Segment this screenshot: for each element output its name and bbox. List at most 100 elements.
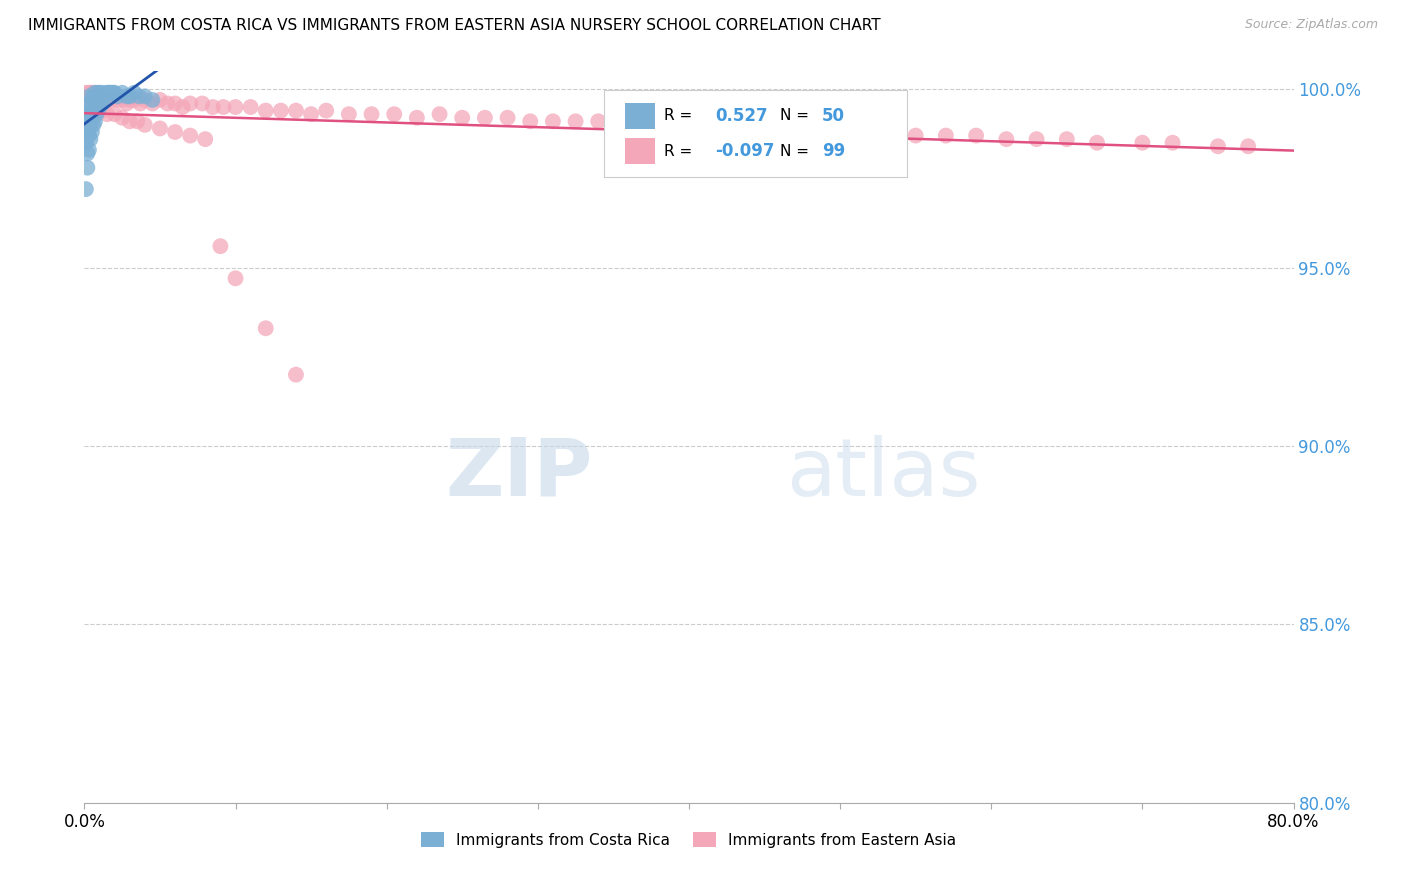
Point bbox=[115, 96, 138, 111]
Point bbox=[315, 103, 337, 118]
Point bbox=[1085, 136, 1108, 150]
Point bbox=[79, 89, 101, 103]
Text: atlas: atlas bbox=[786, 434, 980, 513]
Point bbox=[90, 93, 112, 107]
Point bbox=[129, 96, 152, 111]
Point bbox=[104, 86, 127, 100]
Point bbox=[76, 125, 98, 139]
Point bbox=[610, 118, 633, 132]
Point bbox=[77, 96, 100, 111]
Point bbox=[172, 100, 194, 114]
Text: R =: R = bbox=[664, 108, 692, 123]
Text: 99: 99 bbox=[823, 142, 845, 161]
Point bbox=[82, 103, 104, 118]
Point bbox=[89, 100, 111, 114]
Point bbox=[285, 368, 308, 382]
Point bbox=[270, 103, 292, 118]
Point bbox=[94, 89, 117, 103]
Point bbox=[76, 107, 98, 121]
Point bbox=[814, 125, 837, 139]
Point bbox=[122, 86, 145, 100]
Point bbox=[118, 93, 141, 107]
Point bbox=[360, 107, 382, 121]
Point bbox=[91, 96, 114, 111]
Point bbox=[194, 132, 217, 146]
Point bbox=[77, 143, 100, 157]
Point bbox=[77, 118, 100, 132]
Point bbox=[179, 128, 201, 143]
Point bbox=[127, 114, 149, 128]
Point bbox=[90, 89, 112, 103]
Point bbox=[80, 89, 103, 103]
Point bbox=[875, 125, 897, 139]
Point bbox=[165, 96, 187, 111]
Point bbox=[80, 100, 103, 114]
Text: Source: ZipAtlas.com: Source: ZipAtlas.com bbox=[1244, 18, 1378, 31]
Point bbox=[93, 93, 115, 107]
FancyBboxPatch shape bbox=[624, 103, 655, 129]
Point bbox=[254, 103, 277, 118]
Point bbox=[541, 114, 564, 128]
Text: IMMIGRANTS FROM COSTA RICA VS IMMIGRANTS FROM EASTERN ASIA NURSERY SCHOOL CORREL: IMMIGRANTS FROM COSTA RICA VS IMMIGRANTS… bbox=[28, 18, 880, 33]
Point bbox=[1025, 132, 1047, 146]
Point bbox=[91, 103, 114, 118]
Point bbox=[1206, 139, 1229, 153]
Point bbox=[80, 125, 103, 139]
Point bbox=[97, 86, 120, 100]
Point bbox=[633, 118, 655, 132]
Point bbox=[201, 100, 224, 114]
Point bbox=[406, 111, 429, 125]
Point bbox=[723, 121, 745, 136]
Point bbox=[678, 118, 700, 132]
Point bbox=[77, 103, 100, 118]
Point bbox=[111, 111, 134, 125]
Point bbox=[1161, 136, 1184, 150]
Point bbox=[107, 89, 129, 103]
Point bbox=[91, 93, 114, 107]
Point bbox=[86, 89, 108, 103]
Point bbox=[84, 100, 107, 114]
Legend: Immigrants from Costa Rica, Immigrants from Eastern Asia: Immigrants from Costa Rica, Immigrants f… bbox=[415, 825, 963, 854]
Point bbox=[80, 86, 103, 100]
Point bbox=[519, 114, 541, 128]
Text: R =: R = bbox=[664, 144, 692, 159]
Point bbox=[564, 114, 586, 128]
Point bbox=[87, 86, 110, 100]
Point bbox=[337, 107, 360, 121]
Point bbox=[80, 93, 103, 107]
Point bbox=[1056, 132, 1078, 146]
Point bbox=[76, 146, 98, 161]
Point bbox=[77, 86, 100, 100]
Point bbox=[84, 93, 107, 107]
Point bbox=[212, 100, 235, 114]
Point bbox=[96, 89, 118, 103]
Point bbox=[87, 89, 110, 103]
Point bbox=[100, 93, 122, 107]
Point bbox=[496, 111, 519, 125]
Point bbox=[98, 86, 121, 100]
Point bbox=[89, 86, 111, 100]
Point bbox=[141, 96, 163, 111]
Point bbox=[111, 86, 134, 100]
Point bbox=[700, 121, 723, 136]
Text: N =: N = bbox=[780, 144, 808, 159]
Point bbox=[89, 93, 111, 107]
Point bbox=[75, 118, 97, 132]
Point bbox=[285, 103, 308, 118]
Point bbox=[111, 93, 134, 107]
FancyBboxPatch shape bbox=[624, 138, 655, 164]
Point bbox=[118, 114, 141, 128]
Point bbox=[134, 89, 156, 103]
Point bbox=[474, 111, 496, 125]
Point bbox=[87, 103, 110, 118]
Point bbox=[87, 103, 110, 118]
Point bbox=[451, 111, 474, 125]
Point bbox=[84, 86, 107, 100]
Point bbox=[429, 107, 451, 121]
Point bbox=[995, 132, 1018, 146]
Text: -0.097: -0.097 bbox=[716, 142, 775, 161]
Point bbox=[75, 182, 97, 196]
Text: 0.527: 0.527 bbox=[716, 107, 768, 125]
Point bbox=[844, 125, 866, 139]
Point bbox=[104, 107, 127, 121]
